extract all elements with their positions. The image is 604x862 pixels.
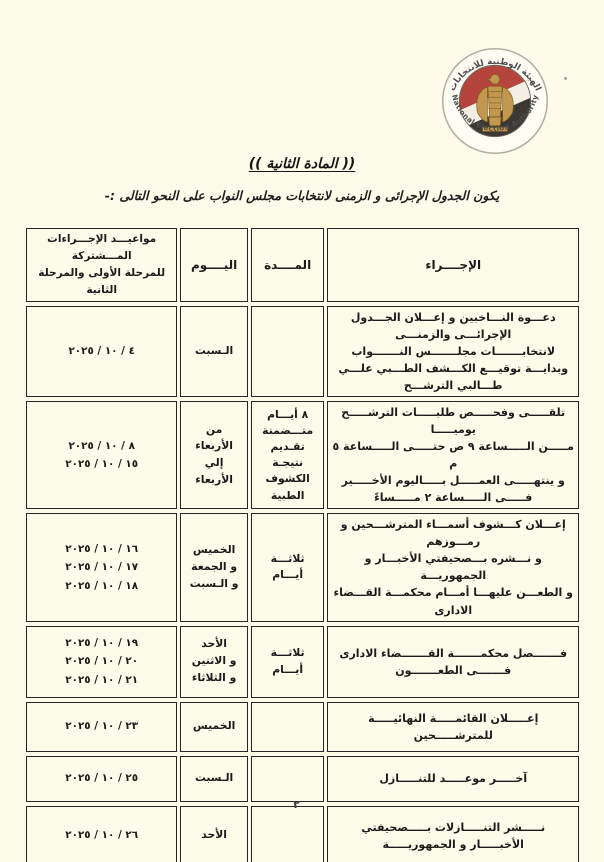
col-header-duration: المــــدة <box>250 228 325 302</box>
duration-cell <box>250 805 325 862</box>
eagle-base <box>482 126 508 132</box>
ink-speck <box>564 77 567 80</box>
page-number: ٢ <box>293 798 300 811</box>
eagle-body <box>487 85 503 118</box>
table-row: فـــــــصل محكمـــــــة القـــــــضاء ال… <box>26 625 579 698</box>
eagle-head <box>486 74 500 85</box>
schedule-table-wrapper: الإجــــراء المــــدة اليــــوم مواعيـــ… <box>23 224 582 862</box>
table-row: دعـــوة النـــاخبين و إعـــلان الجـــدول… <box>26 305 579 397</box>
table-header-row: الإجــــراء المــــدة اليــــوم مواعيـــ… <box>26 228 579 302</box>
dates-cell: ٢٣ / ١٠ / ٢٠٢٥ <box>26 701 178 752</box>
intro-line: يكون الجدول الإجرائى و الزمنى لانتخابات … <box>104 188 500 203</box>
day-cell: الخميس <box>180 701 248 752</box>
dates-cell: ١٦ / ١٠ / ٢٠٢٥ ١٧ / ١٠ / ٢٠٢٥ ١٨ / ١٠ / … <box>26 513 178 622</box>
procedure-cell: فـــــــصل محكمـــــــة القـــــــضاء ال… <box>327 625 579 698</box>
procedure-cell: تلقـــــى وفحـــــص طلبـــــات الترشــــ… <box>327 400 579 510</box>
dates-cell: ٢٦ / ١٠ / ٢٠٢٥ <box>26 805 178 862</box>
disc-edge <box>458 64 532 138</box>
day-cell: الـسبت <box>180 755 248 802</box>
table-row: نـــــشر التنـــــازلات بـــــصحيفتي الأ… <box>26 805 579 862</box>
authority-seal: الهيئة الوطنية للانتخابات National Elect… <box>441 47 549 155</box>
day-cell: الـسبت <box>180 305 248 397</box>
duration-cell: ٨ أيـــام متـــضمنة تقـديم نتيجـة الكشوف… <box>250 400 325 510</box>
eagle-wing-left <box>476 86 488 123</box>
day-cell: الخميس و الجمعة و الـسبت <box>180 513 248 622</box>
table-row: إعـــلان كـــشوف أسمـــاء المترشـــحين و… <box>26 513 579 622</box>
col-header-dates: مواعيـــد الإجـــراءات المـــشتركة للمرح… <box>26 228 178 302</box>
article-title: (( المادة الثانية )) <box>248 156 356 172</box>
col-header-day: اليــــوم <box>180 228 248 302</box>
procedure-cell: إعـــــلان القائمـــــة النهائيـــــة لل… <box>327 701 579 752</box>
duration-cell: ثلاثـــة أيـــام <box>250 625 325 698</box>
procedure-cell: آخـــــر موعـــــد للتنـــــازل <box>327 755 579 802</box>
day-cell: الأحد و الاثنين و الثلاثاء <box>180 625 248 698</box>
schedule-table: الإجــــراء المــــدة اليــــوم مواعيـــ… <box>23 224 582 862</box>
table-row: إعـــــلان القائمـــــة النهائيـــــة لل… <box>26 701 579 752</box>
duration-cell: ثلاثـــة أيـــام <box>250 513 325 622</box>
duration-cell <box>250 701 325 752</box>
day-cell: من الأربعاء إلي الأربعاء <box>180 400 248 510</box>
table-row: تلقـــــى وفحـــــص طلبـــــات الترشــــ… <box>26 400 579 510</box>
day-cell: الأحد <box>180 805 248 862</box>
duration-cell <box>250 305 325 397</box>
table-row: آخـــــر موعـــــد للتنـــــازل الـسبت ٢… <box>26 755 579 802</box>
eagle-icon <box>476 74 514 132</box>
eagle-wing-right <box>502 86 514 123</box>
eagle-tail <box>488 116 502 127</box>
duration-cell <box>250 755 325 802</box>
dates-cell: ٤ / ١٠ / ٢٠٢٥ <box>26 305 178 397</box>
procedure-cell: نـــــشر التنـــــازلات بـــــصحيفتي الأ… <box>327 805 579 862</box>
dates-cell: ١٩ / ١٠ / ٢٠٢٥ ٢٠ / ١٠ / ٢٠٢٥ ٢١ / ١٠ / … <box>26 625 178 698</box>
procedure-cell: إعـــلان كـــشوف أسمـــاء المترشـــحين و… <box>327 513 579 622</box>
procedure-cell: دعـــوة النـــاخبين و إعـــلان الجـــدول… <box>327 305 579 397</box>
eagle-feather-lines <box>488 91 502 109</box>
dates-cell: ٨ / ١٠ / ٢٠٢٥ ١٥ / ١٠ / ٢٠٢٥ <box>26 400 178 510</box>
col-header-procedure: الإجــــراء <box>327 228 579 302</box>
dates-cell: ٢٥ / ١٠ / ٢٠٢٥ <box>26 755 178 802</box>
